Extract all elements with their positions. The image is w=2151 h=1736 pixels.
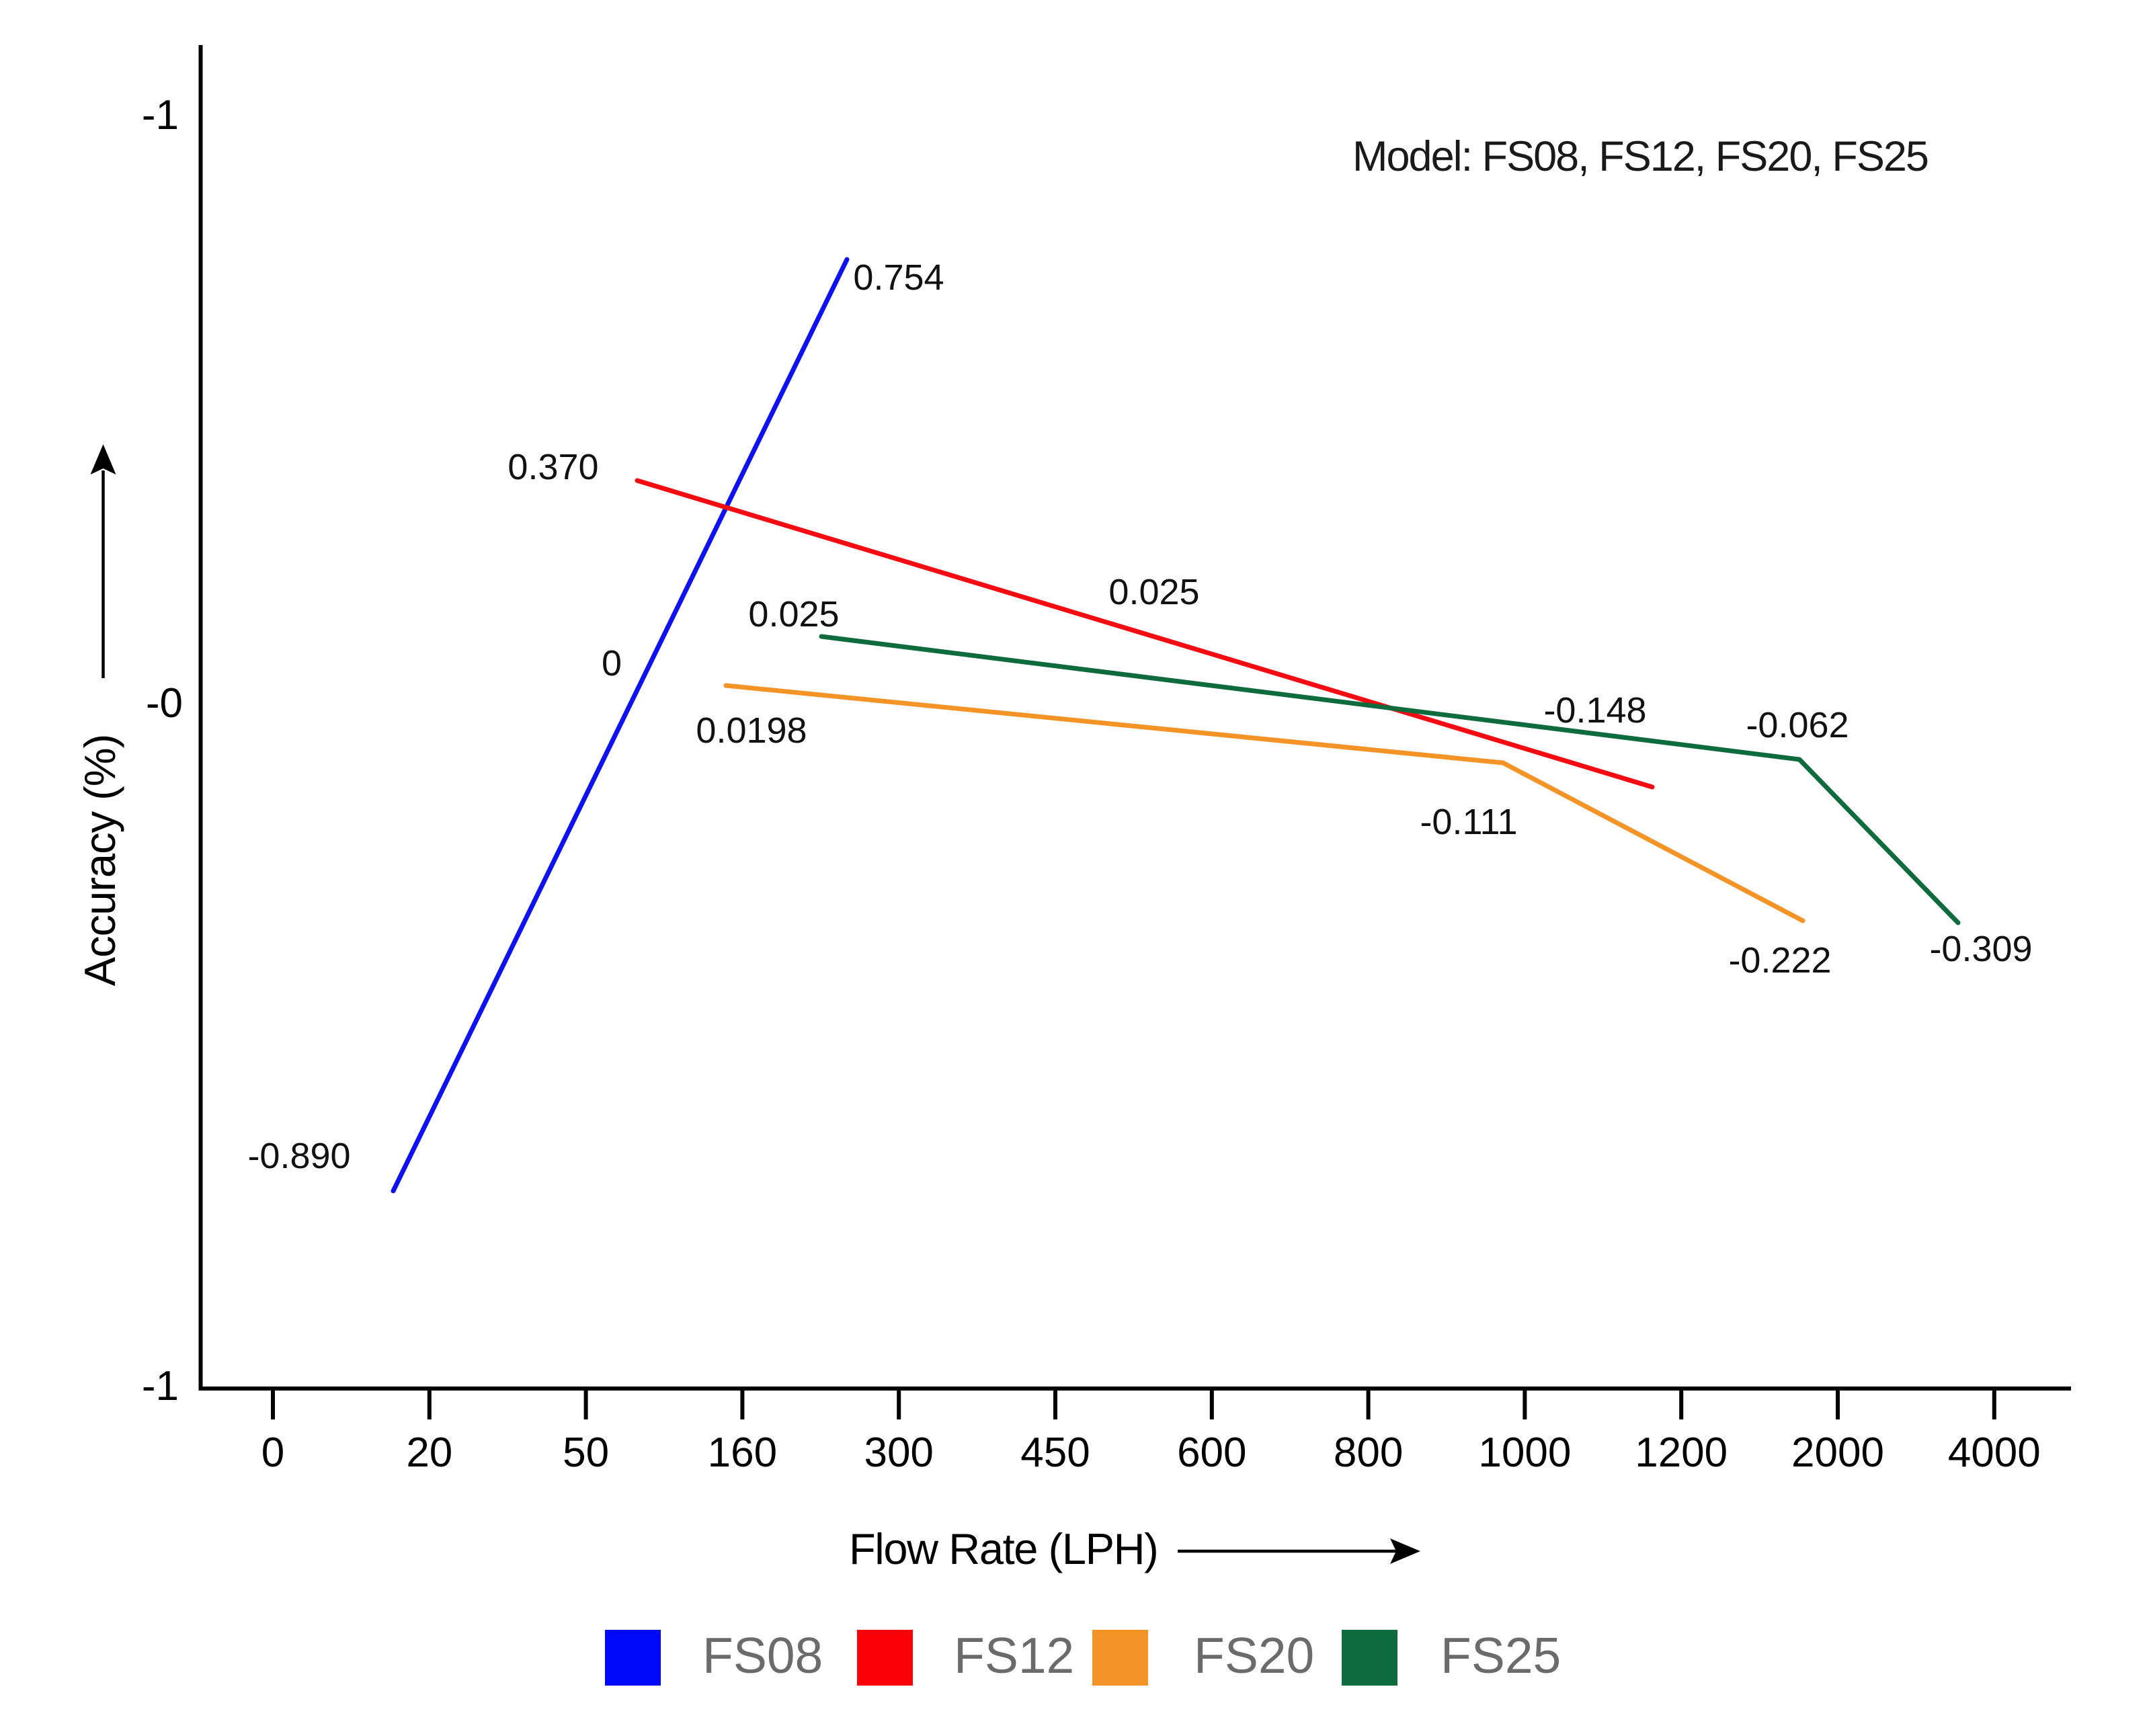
svg-text:-0.062: -0.062	[1746, 705, 1849, 745]
svg-text:FS20: FS20	[1194, 1627, 1314, 1684]
svg-text:0: 0	[602, 643, 622, 684]
svg-text:0.754: 0.754	[853, 257, 944, 298]
svg-text:Flow Rate (LPH): Flow Rate (LPH)	[849, 1524, 1158, 1573]
svg-text:-0.111: -0.111	[1420, 802, 1517, 842]
svg-text:0.025: 0.025	[1108, 572, 1199, 612]
svg-text:160: 160	[708, 1430, 777, 1476]
svg-text:-1: -1	[142, 92, 179, 138]
svg-text:1000: 1000	[1478, 1430, 1571, 1476]
svg-text:FS25: FS25	[1440, 1627, 1561, 1684]
svg-text:FS12: FS12	[954, 1627, 1074, 1684]
svg-text:-0.890: -0.890	[247, 1136, 350, 1176]
svg-text:300: 300	[864, 1430, 933, 1476]
svg-text:800: 800	[1334, 1430, 1403, 1476]
svg-text:0.025: 0.025	[748, 594, 839, 634]
svg-text:Model: FS08, FS12, FS20, FS25: Model: FS08, FS12, FS20, FS25	[1352, 133, 1928, 180]
svg-text:450: 450	[1020, 1430, 1090, 1476]
svg-text:-0: -0	[146, 680, 183, 727]
svg-text:-0.222: -0.222	[1728, 940, 1831, 981]
svg-text:0.370: 0.370	[508, 447, 598, 487]
svg-text:20: 20	[406, 1430, 452, 1476]
svg-text:-0.309: -0.309	[1929, 929, 2032, 969]
svg-text:-0.148: -0.148	[1543, 690, 1646, 731]
svg-text:0: 0	[261, 1430, 284, 1476]
svg-text:2000: 2000	[1791, 1430, 1884, 1476]
svg-text:FS08: FS08	[702, 1627, 823, 1684]
svg-text:0.0198: 0.0198	[696, 710, 807, 751]
svg-text:600: 600	[1177, 1430, 1246, 1476]
svg-text:4000: 4000	[1948, 1430, 2041, 1476]
svg-text:50: 50	[563, 1430, 609, 1476]
svg-text:1200: 1200	[1635, 1430, 1728, 1476]
svg-text:Accuracy (%): Accuracy (%)	[75, 735, 124, 986]
svg-text:-1: -1	[142, 1363, 179, 1409]
